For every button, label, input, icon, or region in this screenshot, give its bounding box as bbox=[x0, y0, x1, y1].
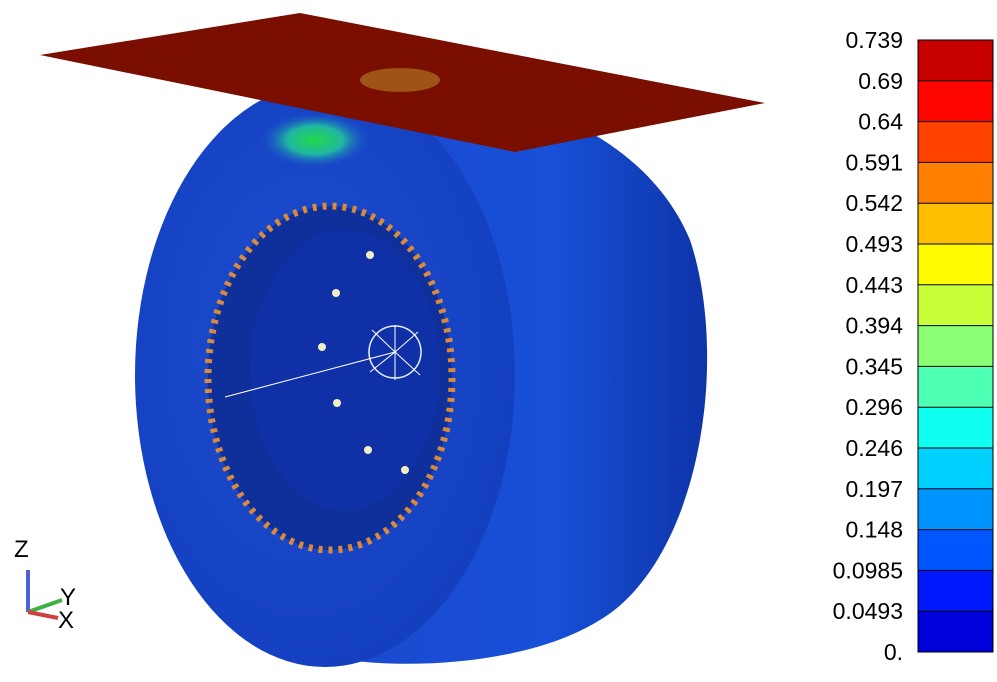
legend-label: 0.0985 bbox=[833, 557, 903, 583]
y-arrow bbox=[28, 600, 62, 612]
legend-label: 0.739 bbox=[845, 27, 903, 53]
legend-band bbox=[918, 244, 993, 285]
legend-label: 0.443 bbox=[845, 272, 903, 298]
legend-label: 0.493 bbox=[845, 231, 903, 257]
legend-band bbox=[918, 570, 993, 611]
legend-band bbox=[918, 81, 993, 122]
legend-label: 0.542 bbox=[845, 190, 903, 216]
legend-band bbox=[918, 448, 993, 489]
legend-band bbox=[918, 285, 993, 326]
axes-triad: Z Y X bbox=[14, 536, 76, 634]
legend-label: 0.64 bbox=[858, 109, 903, 135]
rim-face bbox=[250, 230, 440, 510]
legend-band bbox=[918, 40, 993, 81]
legend-label: 0.296 bbox=[845, 394, 903, 420]
legend-band bbox=[918, 366, 993, 407]
x-label: X bbox=[58, 607, 74, 634]
color-legend: 0.739 0.69 0.64 0.591 0.542 0.493 0.443 0.394 0.… bbox=[833, 27, 993, 665]
legend-band bbox=[918, 489, 993, 530]
legend-label: 0.69 bbox=[858, 68, 903, 94]
x-arrow bbox=[28, 612, 58, 618]
contact-spot bbox=[260, 112, 370, 168]
legend-band bbox=[918, 203, 993, 244]
z-label: Z bbox=[14, 536, 29, 563]
legend-band bbox=[918, 611, 993, 652]
plate-footprint bbox=[360, 68, 440, 92]
legend-label: 0.591 bbox=[845, 149, 903, 175]
legend-band bbox=[918, 122, 993, 163]
legend-band bbox=[918, 530, 993, 571]
legend-label: 0.197 bbox=[845, 476, 903, 502]
legend-band bbox=[918, 162, 993, 203]
legend-band bbox=[918, 407, 993, 448]
legend-label: 0.246 bbox=[845, 435, 903, 461]
fea-view: Z Y X 0.7390.690.640.5910.5420.4930.4430… bbox=[0, 0, 997, 677]
legend-label: 0.0493 bbox=[833, 598, 903, 624]
tire bbox=[135, 82, 707, 667]
legend-label: 0. bbox=[884, 639, 903, 665]
legend-label: 0.394 bbox=[845, 313, 903, 339]
legend-label: 0.148 bbox=[845, 517, 903, 543]
legend-band bbox=[918, 326, 993, 367]
legend-label: 0.345 bbox=[845, 353, 903, 379]
